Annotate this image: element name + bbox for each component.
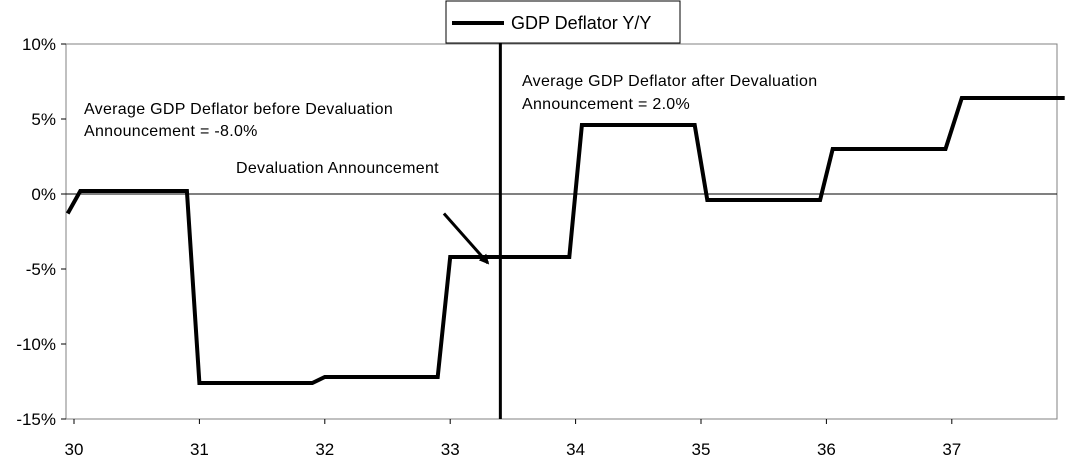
legend-label: GDP Deflator Y/Y [511,13,651,33]
gdp-deflator-series-line [65,96,1065,385]
y-axis-ticks [61,43,66,420]
x-axis-tick-labels: 30 31 32 33 34 35 36 37 [65,440,962,459]
legend: GDP Deflator Y/Y [445,0,681,44]
y-tick-label: -15% [16,410,56,429]
plot-area [65,43,1058,420]
annotation-before-line2: Announcement = -8.0% [84,123,258,140]
y-tick-label: 5% [31,110,56,129]
y-tick-label: -10% [16,335,56,354]
x-tick-label: 33 [441,440,460,459]
x-tick-label: 31 [190,440,209,459]
x-tick-label: 34 [566,440,585,459]
annotation-after-line1: Average GDP Deflator after Devaluation [522,73,817,90]
annotation-before-line1: Average GDP Deflator before Devaluation [84,101,393,118]
y-tick-label: 0% [31,185,56,204]
x-tick-label: 30 [65,440,84,459]
y-tick-label: -5% [26,260,56,279]
x-tick-label: 37 [942,440,961,459]
devaluation-arrow [442,212,490,265]
annotation-after-line2: Announcement = 2.0% [522,96,690,113]
y-tick-label: 10% [22,35,56,54]
x-tick-label: 35 [692,440,711,459]
x-tick-label: 36 [817,440,836,459]
y-axis-tick-labels: 10% 5% 0% -5% -10% -15% [16,35,56,429]
x-tick-label: 32 [315,440,334,459]
x-axis-ticks [73,419,953,424]
annotation-devaluation: Devaluation Announcement [236,160,439,177]
